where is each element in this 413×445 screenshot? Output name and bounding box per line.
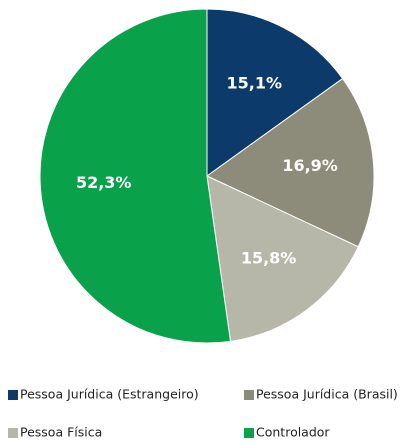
legend-swatch [8,428,18,438]
legend-label: Pessoa Jurídica (Estrangeiro) [20,387,199,402]
pie-slice [206,77,375,248]
legend-swatch [8,390,18,400]
pie-slice [39,8,232,344]
value-label: 16,9% [282,156,338,175]
value-label: 52,3% [76,173,132,192]
legend-label: Pessoa Jurídica (Brasil) [256,387,398,402]
pie-slice [206,175,359,342]
pie-slice [206,8,344,177]
legend-swatch [244,428,254,438]
legend-label: Pessoa Física [20,425,102,440]
value-label: 15,8% [241,249,297,268]
legend-label: Controlador [256,425,330,440]
value-label: 15,1% [226,73,282,92]
legend-swatch [244,390,254,400]
